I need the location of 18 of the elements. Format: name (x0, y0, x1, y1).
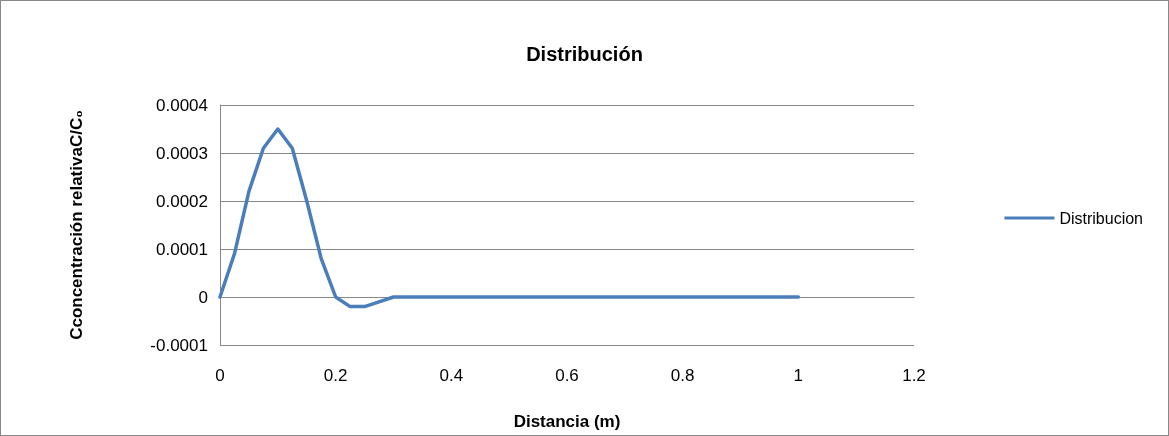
y-axis-title: Cconcentración relativaC/C₀ (67, 110, 86, 340)
x-tick-label: 0.2 (323, 366, 348, 385)
x-tick-label: 1 (793, 366, 804, 385)
legend-label: Distribucion (1059, 209, 1144, 227)
y-tick-label: 0 (198, 287, 208, 307)
line-series (218, 127, 801, 309)
x-tick-label: 0.8 (670, 366, 695, 385)
x-tick-label: 0.4 (439, 366, 464, 385)
y-tick-label: -0.0001 (150, 335, 208, 355)
x-tick-label: 0.6 (555, 366, 579, 385)
chart-title: Distribución (526, 43, 643, 65)
x-tick-label: 0 (215, 366, 225, 385)
y-tick-label: 0.0002 (156, 191, 208, 211)
y-tick-label: 0.0004 (156, 95, 208, 115)
x-axis-title: Distancia (m) (513, 412, 621, 431)
x-tick-label: 1.2 (902, 366, 926, 385)
y-tick-label: 0.0001 (156, 239, 208, 259)
y-tick-label: 0.0003 (156, 143, 208, 163)
